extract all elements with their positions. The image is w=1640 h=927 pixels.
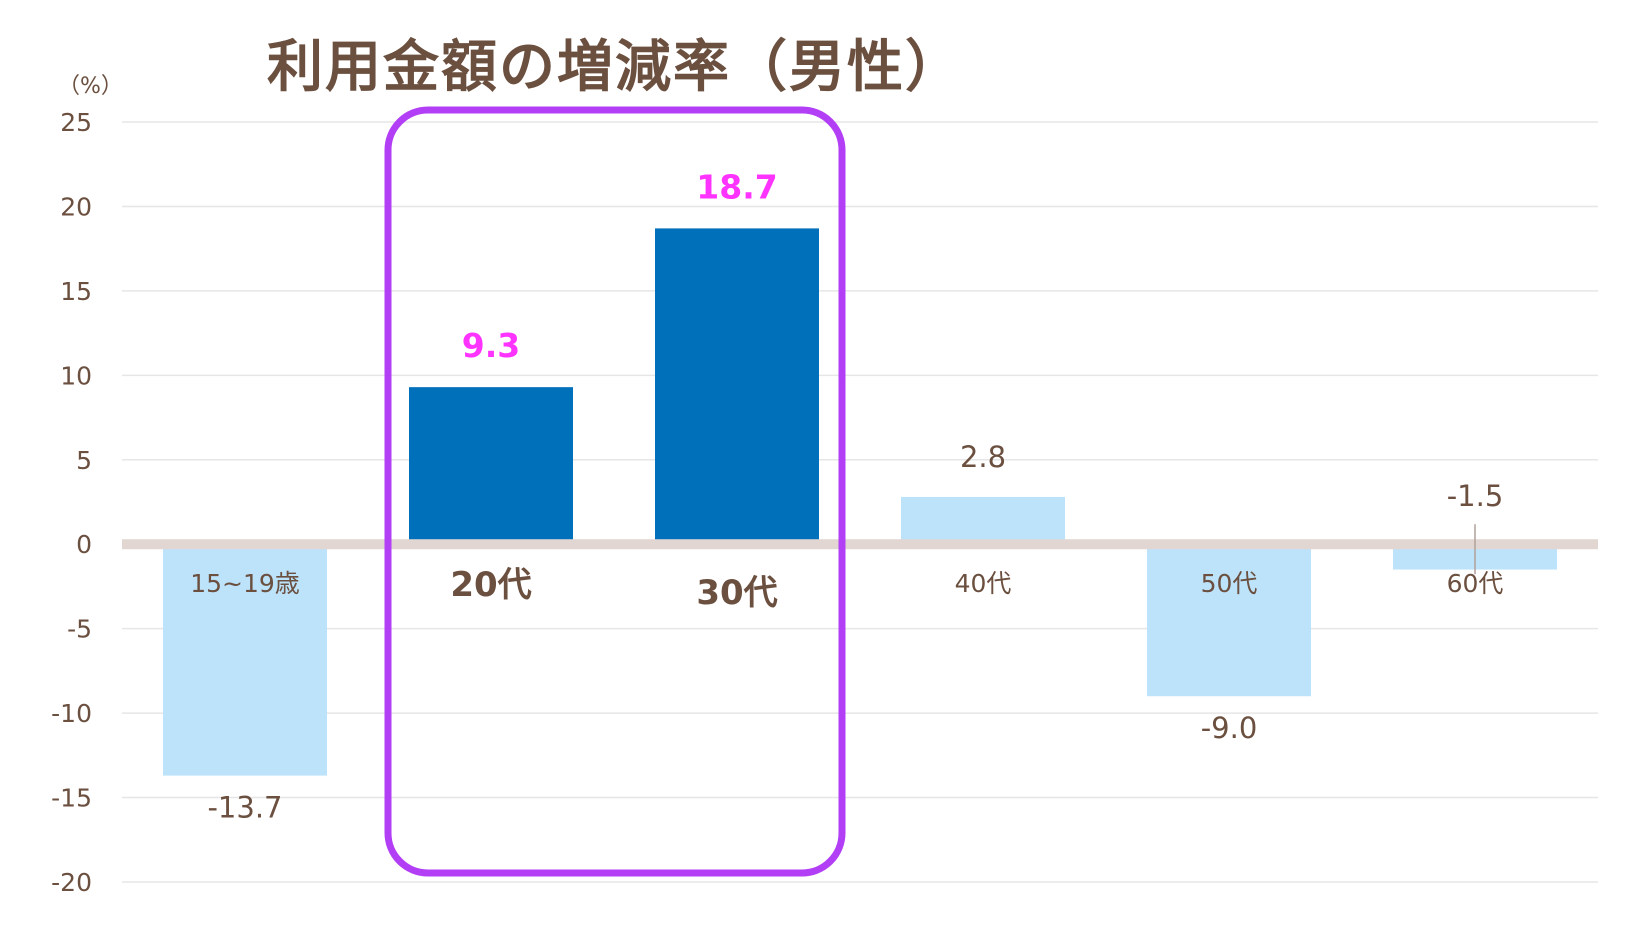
y-tick-label: 15 (60, 277, 92, 306)
bar (901, 496, 1065, 545)
data-value-label: -9.0 (1201, 711, 1258, 745)
x-category-label: 15~19歳 (190, 569, 300, 598)
y-tick-label: -10 (51, 699, 92, 728)
y-tick-label: -15 (51, 784, 92, 813)
y-tick-label: 10 (60, 361, 92, 390)
data-value-label: 9.3 (462, 326, 520, 365)
highlight-box (384, 106, 846, 877)
data-value-label: -13.7 (207, 791, 282, 825)
x-category-label: 20代 (450, 565, 531, 605)
y-tick-label: -20 (51, 868, 92, 897)
data-value-label: -1.5 (1447, 479, 1504, 513)
data-value-label: 2.8 (960, 440, 1006, 474)
bar (163, 544, 327, 776)
bar (655, 228, 819, 545)
y-tick-label: -5 (67, 615, 92, 644)
y-tick-label: 25 (60, 108, 92, 137)
bar (409, 387, 573, 545)
x-category-label: 30代 (696, 573, 777, 613)
chart-title: 利用金額の増減率（男性） (267, 35, 963, 100)
y-tick-label: 20 (60, 192, 92, 221)
y-tick-label: 5 (76, 446, 92, 475)
y-axis-unit-label: （%） (58, 74, 123, 99)
y-tick-label: 0 (76, 530, 92, 559)
bar (1147, 544, 1311, 697)
zero-axis-line (122, 539, 1598, 550)
x-category-label: 60代 (1447, 569, 1504, 598)
x-category-label: 50代 (1201, 569, 1258, 598)
x-category-label: 40代 (955, 569, 1012, 598)
data-value-label: 18.7 (696, 167, 777, 206)
